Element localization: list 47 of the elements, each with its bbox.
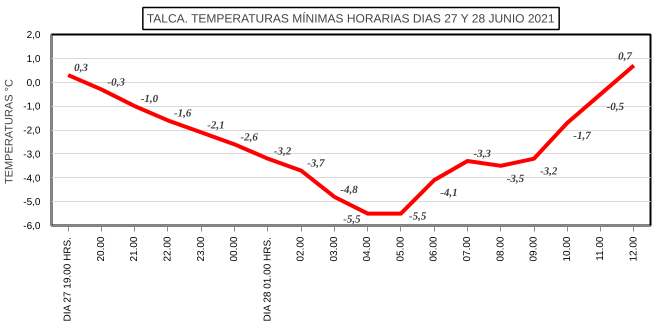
x-tick-label: 20.00: [96, 236, 107, 262]
data-label: -3,5: [506, 172, 525, 185]
x-tick-label: 06.00: [428, 236, 440, 262]
x-tick-label: 10.00: [562, 236, 573, 262]
x-tick-label: 23.00: [196, 236, 207, 262]
data-label: -3,3: [473, 148, 492, 160]
data-label: -4,1: [440, 187, 458, 200]
data-label: -3,7: [307, 158, 325, 170]
x-tick-label: 00.00: [229, 236, 240, 262]
x-tick-label: 07.00: [462, 236, 473, 262]
x-tick-label: 11.00: [595, 236, 606, 261]
chart-title: TALCA. TEMPERATURAS MÍNIMAS HORARIAS DIAS 27 Y 28 JUNIO 2021: [146, 12, 555, 26]
data-label: -2,1: [207, 119, 225, 132]
y-tick-label: -2,0: [23, 126, 41, 136]
x-tick-label: 03.00: [328, 236, 340, 262]
y-tick-label: -4,0: [23, 173, 41, 184]
data-label: -1,7: [573, 130, 592, 142]
y-tick-label: 2,0: [26, 30, 41, 41]
data-label: 0,3: [74, 62, 88, 74]
x-tick-label: 05.00: [395, 236, 406, 262]
data-label: -2,6: [240, 131, 258, 144]
y-tick-label: -1,0: [23, 102, 41, 113]
data-label: 0,7: [618, 50, 632, 63]
y-tick-label: -5,0: [23, 197, 41, 208]
data-label: -4,8: [340, 184, 358, 196]
data-label: -3,2: [540, 166, 558, 178]
y-axis-title: TEMPERATURAS °C: [3, 78, 16, 184]
x-tick-label: 02.00: [296, 236, 307, 262]
x-tick-label: 08.00: [495, 236, 506, 262]
x-tick-label: DIA 27 19.00 HRS.: [62, 237, 74, 322]
x-tick-label: 22.00: [162, 236, 174, 262]
data-label: -0,5: [606, 101, 624, 114]
data-label: -1,0: [140, 93, 159, 106]
data-label: -3,2: [274, 146, 292, 158]
data-label: -5,5: [408, 210, 427, 223]
x-tick-label: DIA 28 01.00 HRS.: [262, 237, 274, 322]
data-label: -1,6: [174, 107, 192, 120]
y-tick-label: 0,0: [26, 78, 41, 89]
x-tick-label: 04.00: [362, 236, 374, 262]
y-tick-label: -6,0: [23, 221, 41, 232]
x-tick-label: 12.00: [628, 236, 640, 262]
y-tick-label: -3,0: [23, 149, 41, 160]
y-tick-label: 1,0: [26, 54, 41, 65]
data-label: -5,5: [343, 214, 362, 226]
x-tick-label: 09.00: [528, 236, 540, 262]
x-tick-label: 21.00: [129, 236, 140, 262]
data-label: -0,3: [107, 76, 126, 88]
